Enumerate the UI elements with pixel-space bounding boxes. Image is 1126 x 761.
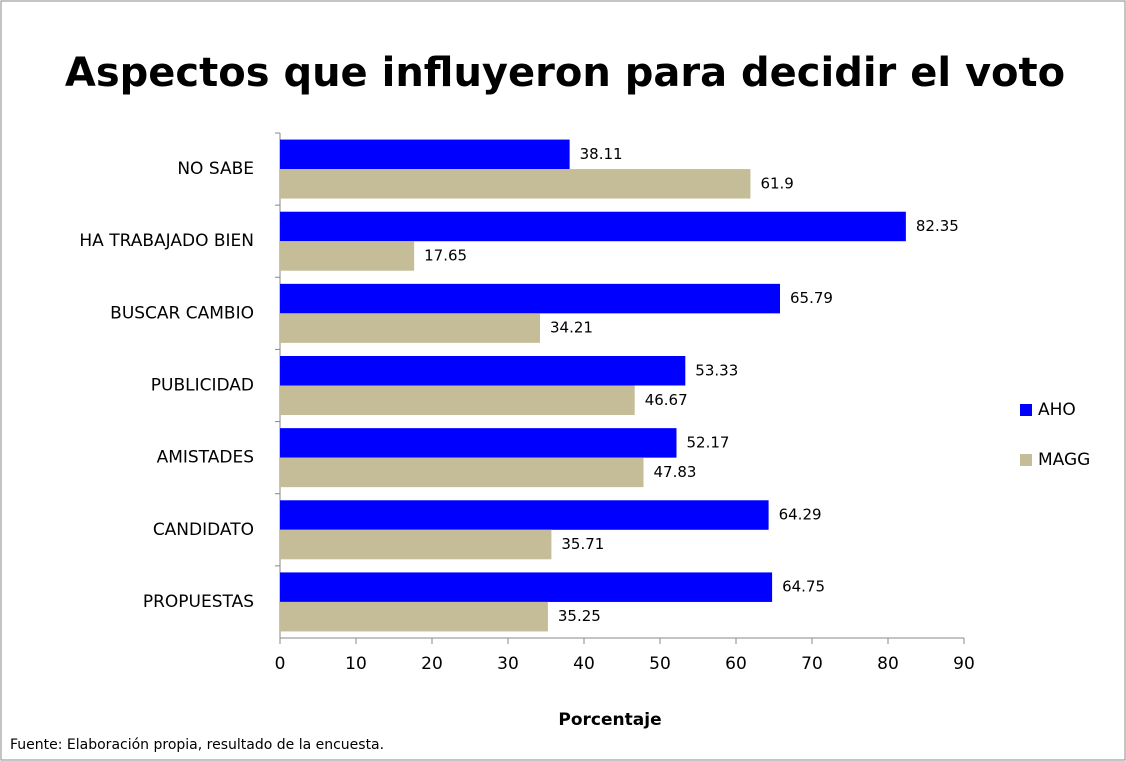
bar	[280, 139, 570, 170]
bar	[280, 529, 552, 560]
value-label: 46.67	[645, 391, 688, 409]
x-tick-label: 40	[573, 654, 595, 674]
y-tick-label: PROPUESTAS	[143, 592, 254, 612]
bar	[280, 572, 773, 602]
x-tick-label: 30	[497, 654, 519, 674]
x-tick-label: 60	[725, 654, 747, 674]
bar	[280, 385, 635, 415]
y-tick-label: HA TRABAJADO BIEN	[79, 231, 254, 251]
legend-swatch	[1020, 454, 1032, 466]
value-label: 38.11	[580, 145, 623, 163]
x-tick-label: 10	[345, 654, 367, 674]
value-label: 34.21	[550, 319, 593, 337]
value-label: 65.79	[790, 289, 833, 307]
source-note: Fuente: Elaboración propia, resultado de…	[10, 737, 384, 753]
bar	[280, 500, 769, 530]
bar	[280, 601, 548, 632]
y-tick-label: CANDIDATO	[153, 520, 254, 540]
y-tick-label: AMISTADES	[157, 448, 254, 468]
x-tick-label: 50	[649, 654, 671, 674]
value-label: 61.9	[760, 174, 793, 192]
chart-title: Aspectos que influyeron para decidir el …	[65, 50, 1065, 96]
value-label: 47.83	[654, 463, 697, 481]
x-tick-label: 0	[275, 654, 286, 674]
bar	[280, 356, 686, 386]
x-tick-label: 70	[801, 654, 823, 674]
value-label: 53.33	[695, 361, 738, 379]
y-tick-label: PUBLICIDAD	[151, 376, 254, 396]
x-axis-label: Porcentaje	[558, 710, 661, 730]
value-label: 17.65	[424, 246, 467, 264]
legend-label: MAGG	[1038, 450, 1090, 470]
value-label: 82.35	[916, 217, 959, 235]
bar	[280, 428, 677, 458]
x-tick-label: 20	[421, 654, 443, 674]
y-tick-label: BUSCAR CAMBIO	[110, 303, 254, 323]
bar	[280, 283, 781, 314]
value-label: 52.17	[686, 433, 729, 451]
x-tick-label: 90	[953, 654, 975, 674]
y-tick-label: NO SABE	[177, 159, 254, 179]
value-label: 35.71	[561, 535, 604, 553]
bar	[280, 313, 540, 343]
bar	[280, 457, 644, 488]
value-label: 35.25	[558, 607, 601, 625]
value-label: 64.75	[782, 578, 825, 596]
legend-label: AHO	[1038, 400, 1076, 420]
bar	[280, 241, 415, 271]
bar	[280, 169, 751, 199]
legend-swatch	[1020, 404, 1032, 416]
value-label: 64.29	[779, 506, 822, 524]
x-tick-label: 80	[877, 654, 899, 674]
bar	[280, 211, 906, 242]
